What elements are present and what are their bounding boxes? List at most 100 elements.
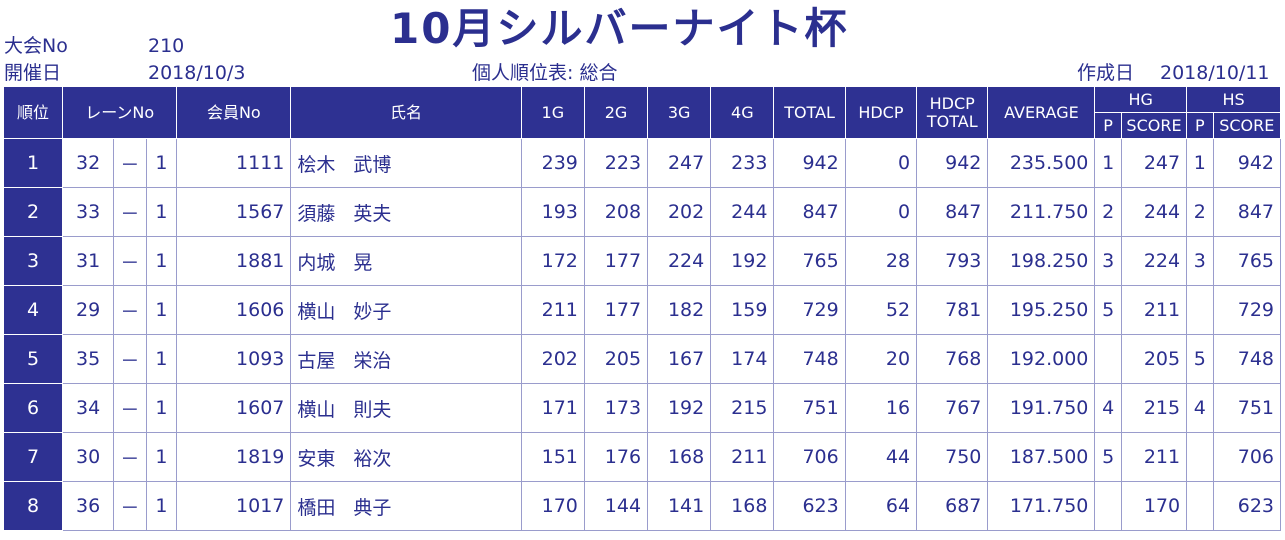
lane-dash: － <box>113 383 147 433</box>
tournament-number: 210 <box>148 35 185 57</box>
last-name: 横山 <box>297 398 336 421</box>
lane-cell: 30 <box>62 432 115 482</box>
member-number-cell: 1607 <box>176 383 292 433</box>
hdcp-cell: 0 <box>844 138 918 188</box>
lane-dash: － <box>113 285 147 335</box>
game1-cell: 211 <box>520 285 585 335</box>
rank-cell: 1 <box>2 138 64 188</box>
game1-cell: 202 <box>520 334 585 384</box>
game4-cell: 211 <box>710 432 775 482</box>
total-cell: 751 <box>773 383 846 433</box>
hs-position-cell: 2 <box>1186 187 1214 237</box>
header-hdcp-total-line2: TOTAL <box>926 111 978 131</box>
first-name: 晃 <box>353 251 373 274</box>
total-cell: 942 <box>773 138 846 188</box>
hdcp-total-cell: 687 <box>916 481 989 531</box>
lane-dash: － <box>113 187 147 237</box>
hdcp-cell: 20 <box>844 334 918 384</box>
average-cell: 191.750 <box>987 383 1096 433</box>
lane-dash: － <box>113 236 147 286</box>
header-hdcp-total-line1: HDCP <box>929 93 975 113</box>
hg-position-cell: 5 <box>1094 432 1122 482</box>
game3-cell: 168 <box>647 432 712 482</box>
average-cell: 192.000 <box>987 334 1096 384</box>
first-name: 武博 <box>353 153 392 176</box>
hs-position-cell <box>1186 481 1214 531</box>
hdcp-total-cell: 942 <box>916 138 989 188</box>
lane-sub-cell: 1 <box>145 481 178 531</box>
lane-sub-cell: 1 <box>145 187 178 237</box>
table-row: 1 32 － 1 1111 桧木 武博 239 223 247 233 942 0 942 235.500 1… <box>2 138 1282 188</box>
lane-dash: － <box>113 481 147 531</box>
game4-cell: 192 <box>710 236 775 286</box>
hg-score-cell: 211 <box>1120 432 1188 482</box>
hg-score-cell: 247 <box>1120 138 1188 188</box>
player-name-cell: 安東 裕次 <box>290 432 522 482</box>
rank-cell: 8 <box>2 481 64 531</box>
lane-sub-cell: 1 <box>145 285 178 335</box>
lane-cell: 31 <box>62 236 115 286</box>
member-number-cell: 1111 <box>176 138 292 188</box>
game2-cell: 173 <box>583 383 649 433</box>
lane-dash: － <box>113 334 147 384</box>
hdcp-total-cell: 768 <box>916 334 989 384</box>
rank-cell: 4 <box>2 285 64 335</box>
first-name: 典子 <box>353 496 392 519</box>
hg-position-cell <box>1094 334 1122 384</box>
header-average: AVERAGE <box>987 86 1096 139</box>
table-row: 4 29 － 1 1606 横山 妙子 211 177 182 159 729 52 781 195.250… <box>2 285 1282 335</box>
game2-cell: 144 <box>583 481 649 531</box>
hs-score-cell: 748 <box>1212 334 1282 384</box>
member-number-cell: 1093 <box>176 334 292 384</box>
game3-cell: 247 <box>647 138 712 188</box>
game3-cell: 192 <box>647 383 712 433</box>
member-number-cell: 1017 <box>176 481 292 531</box>
player-name-cell: 古屋 栄治 <box>290 334 522 384</box>
header-hg-p: P <box>1094 112 1122 139</box>
hg-position-cell: 1 <box>1094 138 1122 188</box>
hdcp-cell: 16 <box>844 383 918 433</box>
hdcp-cell: 0 <box>844 187 918 237</box>
hs-score-cell: 729 <box>1212 285 1282 335</box>
lane-cell: 29 <box>62 285 115 335</box>
member-number-cell: 1819 <box>176 432 292 482</box>
game2-cell: 205 <box>583 334 649 384</box>
game1-cell: 193 <box>520 187 585 237</box>
hg-position-cell: 2 <box>1094 187 1122 237</box>
table-row: 8 36 － 1 1017 橋田 典子 170 144 141 168 623 64 687 171.750… <box>2 481 1282 531</box>
header-1g: 1G <box>520 86 585 139</box>
header-hs: HS <box>1186 86 1281 113</box>
first-name: 則夫 <box>353 398 392 421</box>
member-number-cell: 1567 <box>176 187 292 237</box>
hg-position-cell: 4 <box>1094 383 1122 433</box>
game3-cell: 167 <box>647 334 712 384</box>
lane-cell: 35 <box>62 334 115 384</box>
game1-cell: 170 <box>520 481 585 531</box>
header-hs-score: SCORE <box>1212 112 1282 139</box>
hg-position-cell: 5 <box>1094 285 1122 335</box>
game2-cell: 177 <box>583 236 649 286</box>
hs-score-cell: 942 <box>1212 138 1282 188</box>
results-table: 順位 レーンNo 会員No 氏名 1G 2G 3G 4G TOTAL HDCP … <box>2 86 1282 531</box>
last-name: 内城 <box>297 251 336 274</box>
member-number-cell: 1881 <box>176 236 292 286</box>
average-cell: 211.750 <box>987 187 1096 237</box>
hdcp-total-cell: 750 <box>916 432 989 482</box>
date-label: 開催日 <box>4 62 62 84</box>
game1-cell: 171 <box>520 383 585 433</box>
player-name-cell: 内城晃 <box>290 236 522 286</box>
hg-score-cell: 224 <box>1120 236 1188 286</box>
hs-position-cell <box>1186 285 1214 335</box>
lane-cell: 33 <box>62 187 115 237</box>
lane-sub-cell: 1 <box>145 432 178 482</box>
first-name: 栄治 <box>353 349 392 372</box>
hg-score-cell: 205 <box>1120 334 1188 384</box>
hs-score-cell: 751 <box>1212 383 1282 433</box>
header-total: TOTAL <box>773 86 846 139</box>
hdcp-cell: 52 <box>844 285 918 335</box>
lane-sub-cell: 1 <box>145 236 178 286</box>
table-row: 6 34 － 1 1607 横山 則夫 171 173 192 215 751 16 767 191.750… <box>2 383 1282 433</box>
total-cell: 623 <box>773 481 846 531</box>
member-number-cell: 1606 <box>176 285 292 335</box>
game3-cell: 141 <box>647 481 712 531</box>
